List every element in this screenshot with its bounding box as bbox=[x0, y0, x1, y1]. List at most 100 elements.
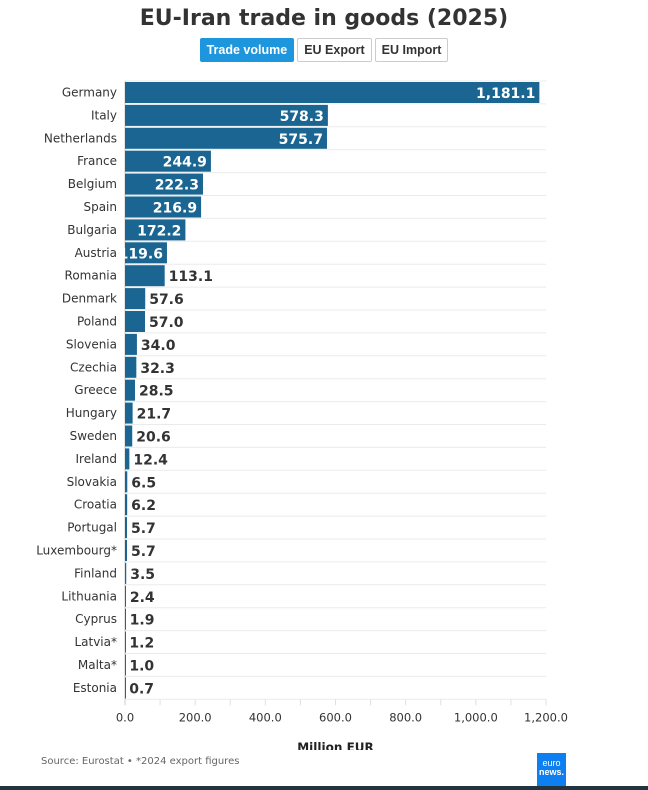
data-label: 32.3 bbox=[140, 361, 175, 377]
data-label: 575.7 bbox=[279, 132, 323, 148]
tab-eu-import[interactable]: EU Import bbox=[374, 38, 449, 62]
bar bbox=[125, 631, 126, 653]
bar-chart: Germany 1,181.1 Italy 578.3 Netherlands 575.7… bbox=[36, 80, 568, 750]
source-note: Source: Eurostat • *2024 export figures bbox=[41, 756, 240, 767]
x-axis-title: Million EUR bbox=[297, 740, 374, 750]
bar bbox=[125, 242, 167, 264]
bar bbox=[125, 562, 127, 584]
data-label: 3.5 bbox=[130, 567, 155, 583]
data-label: 1,181.1 bbox=[476, 86, 535, 102]
data-label: 244.9 bbox=[163, 155, 207, 171]
x-tick-label: 800.0 bbox=[389, 710, 422, 724]
x-tick-label: 600.0 bbox=[319, 710, 352, 724]
bar bbox=[125, 219, 186, 241]
category-label: Luxembourg* bbox=[36, 543, 117, 557]
tab-eu-export[interactable]: EU Export bbox=[297, 38, 372, 62]
bottom-bar bbox=[0, 786, 648, 790]
data-label: 1.2 bbox=[129, 636, 154, 652]
category-label: Czechia bbox=[70, 360, 117, 374]
data-label: 5.7 bbox=[131, 521, 156, 537]
bar bbox=[125, 585, 126, 607]
chart-title: EU-Iran trade in goods (2025) bbox=[139, 6, 509, 31]
bar bbox=[125, 654, 126, 676]
bar bbox=[125, 494, 128, 516]
category-label: Malta* bbox=[78, 658, 117, 672]
data-label: 57.0 bbox=[149, 315, 184, 331]
euronews-logo: euro news. bbox=[537, 753, 566, 786]
data-label: 1.0 bbox=[129, 658, 154, 674]
category-label: Greece bbox=[74, 383, 117, 397]
data-label: 57.6 bbox=[149, 292, 184, 308]
category-label: Austria bbox=[75, 246, 117, 260]
category-label: Estonia bbox=[73, 681, 117, 695]
bar bbox=[125, 448, 130, 470]
data-label: 222.3 bbox=[155, 178, 199, 194]
category-label: Italy bbox=[91, 108, 117, 122]
category-label: Hungary bbox=[66, 406, 117, 420]
category-label: Slovakia bbox=[67, 475, 117, 489]
category-label: Sweden bbox=[70, 429, 117, 443]
bar bbox=[125, 517, 127, 539]
category-label: Belgium bbox=[68, 177, 117, 191]
category-label: Bulgaria bbox=[67, 223, 117, 237]
category-label: Latvia* bbox=[74, 635, 117, 649]
bar bbox=[125, 540, 127, 561]
data-label: 20.6 bbox=[136, 429, 171, 445]
data-label: 172.2 bbox=[137, 223, 181, 239]
bar bbox=[125, 402, 133, 424]
category-label: Denmark bbox=[62, 292, 117, 306]
data-label: 6.5 bbox=[131, 475, 156, 491]
bar bbox=[125, 127, 327, 149]
category-label: Poland bbox=[77, 314, 117, 328]
bar bbox=[125, 356, 137, 378]
data-label: 12.4 bbox=[133, 452, 168, 468]
bar bbox=[125, 173, 203, 195]
bar bbox=[125, 150, 211, 172]
bar bbox=[125, 265, 165, 287]
category-label: Ireland bbox=[75, 452, 117, 466]
x-tick-label: 1,200.0 bbox=[524, 710, 568, 724]
bar bbox=[125, 608, 126, 630]
bar bbox=[125, 82, 540, 103]
data-label: 6.2 bbox=[131, 498, 156, 514]
data-label: 2.4 bbox=[130, 590, 155, 606]
bar bbox=[125, 333, 137, 355]
bar bbox=[125, 104, 328, 126]
bar bbox=[125, 471, 128, 493]
bar bbox=[125, 425, 133, 447]
tab-bar: Trade volume EU Export EU Import bbox=[0, 38, 648, 62]
category-label: Slovenia bbox=[66, 337, 117, 351]
category-label: Spain bbox=[83, 200, 117, 214]
bar bbox=[125, 677, 126, 699]
x-tick-label: 400.0 bbox=[249, 710, 282, 724]
data-label: 28.5 bbox=[139, 384, 174, 400]
data-label: 5.7 bbox=[131, 544, 156, 560]
category-label: Portugal bbox=[67, 521, 117, 535]
category-label: Lithuania bbox=[61, 589, 117, 603]
logo-text: euro bbox=[542, 758, 561, 768]
x-tick-label: 200.0 bbox=[179, 710, 212, 724]
bar bbox=[125, 196, 202, 218]
data-label: 216.9 bbox=[153, 200, 197, 216]
data-label: 113.1 bbox=[169, 269, 213, 285]
data-label: 119.6 bbox=[119, 246, 163, 262]
data-label: 34.0 bbox=[141, 338, 176, 354]
x-tick-label: 0.0 bbox=[116, 710, 134, 724]
category-label: Romania bbox=[65, 269, 117, 283]
bar bbox=[125, 288, 146, 310]
category-label: Finland bbox=[74, 566, 117, 580]
data-label: 1.9 bbox=[130, 613, 155, 629]
data-label: 21.7 bbox=[137, 407, 172, 423]
data-label: 578.3 bbox=[280, 109, 324, 125]
category-label: Cyprus bbox=[75, 612, 117, 626]
x-tick-label: 1,000.0 bbox=[454, 710, 498, 724]
data-label: 0.7 bbox=[129, 681, 154, 697]
bar bbox=[125, 311, 145, 332]
category-label: France bbox=[77, 154, 117, 168]
bar bbox=[125, 379, 135, 401]
category-label: Netherlands bbox=[44, 131, 117, 145]
category-label: Croatia bbox=[74, 498, 117, 512]
category-label: Germany bbox=[62, 85, 117, 99]
tab-trade-volume[interactable]: Trade volume bbox=[199, 38, 295, 62]
logo-text: news. bbox=[538, 767, 564, 777]
